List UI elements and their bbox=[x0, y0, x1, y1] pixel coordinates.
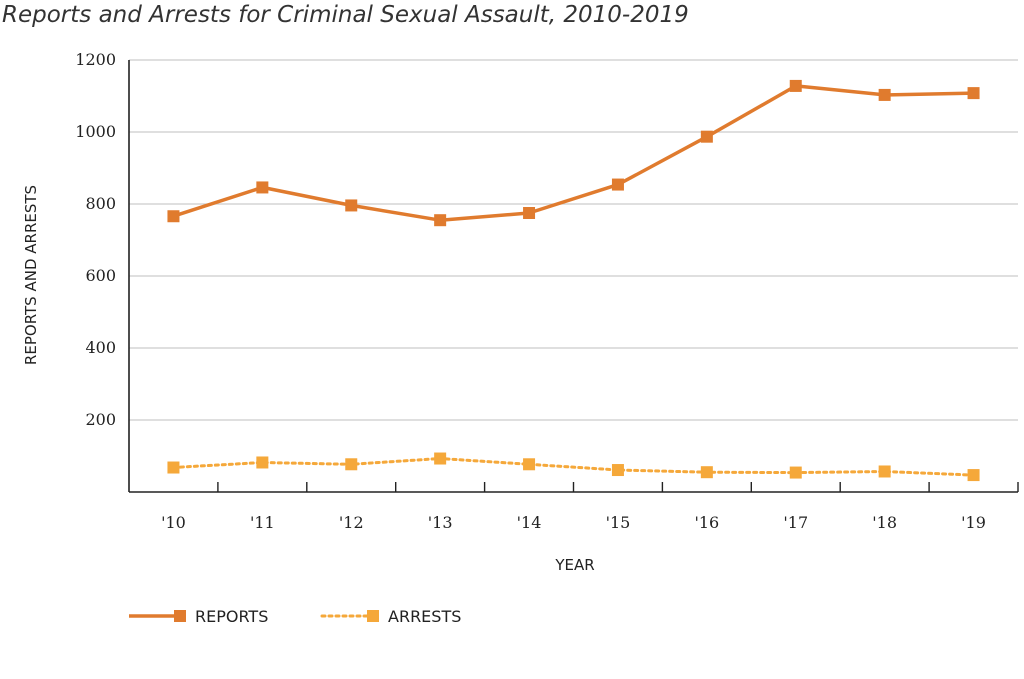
gridlines bbox=[129, 59, 1018, 421]
data-point-reports bbox=[967, 87, 980, 100]
y-tick-label: 1000 bbox=[75, 122, 116, 141]
x-axis-title: YEAR bbox=[554, 556, 594, 574]
data-point-reports bbox=[167, 210, 180, 223]
y-tick-label: 1200 bbox=[75, 50, 116, 69]
axes bbox=[128, 60, 1019, 493]
legend-item-reports: REPORTS bbox=[129, 607, 268, 626]
legend-item-arrests: ARRESTS bbox=[320, 607, 461, 626]
data-point-reports bbox=[700, 130, 713, 143]
x-tick-label: '16 bbox=[694, 513, 719, 532]
x-tick-labels: '10 '11 '12 '13 '14 '15 '16 '17 '18 '19 bbox=[161, 513, 986, 532]
x-tick-label: '11 bbox=[250, 513, 275, 532]
y-tick-label: 600 bbox=[85, 266, 116, 285]
data-point-arrests bbox=[789, 466, 802, 479]
x-tick-label: '10 bbox=[161, 513, 186, 532]
y-tick-label: 400 bbox=[85, 338, 116, 357]
data-point-arrests bbox=[523, 458, 536, 471]
data-point-arrests bbox=[256, 456, 269, 469]
data-point-reports bbox=[611, 178, 624, 191]
x-tick-label: '13 bbox=[428, 513, 453, 532]
data-point-arrests bbox=[345, 458, 358, 471]
data-point-reports bbox=[345, 199, 358, 212]
x-tick-label: '14 bbox=[517, 513, 542, 532]
legend-label-reports: REPORTS bbox=[195, 607, 268, 626]
legend: REPORTS ARRESTS bbox=[129, 607, 461, 626]
y-tick-label: 200 bbox=[85, 410, 116, 429]
data-point-arrests bbox=[700, 466, 713, 479]
x-tick-label: '15 bbox=[606, 513, 631, 532]
x-tick-label: '19 bbox=[961, 513, 986, 532]
x-tick-label: '12 bbox=[339, 513, 364, 532]
data-point-reports bbox=[789, 79, 802, 92]
data-point-arrests bbox=[167, 461, 180, 474]
legend-label-arrests: ARRESTS bbox=[388, 607, 461, 626]
y-tick-label: 800 bbox=[85, 194, 116, 213]
data-point-arrests bbox=[967, 469, 980, 482]
y-tick-labels: 200 400 600 800 1000 1200 bbox=[75, 50, 116, 429]
legend-marker-arrests bbox=[367, 610, 379, 622]
x-tick-label: '18 bbox=[872, 513, 897, 532]
data-point-reports bbox=[878, 88, 891, 101]
data-point-arrests bbox=[434, 452, 447, 465]
legend-marker-reports bbox=[174, 610, 186, 622]
data-point-arrests bbox=[611, 464, 624, 477]
series-line-reports bbox=[172, 84, 974, 222]
chart-title: Reports and Arrests for Criminal Sexual … bbox=[2, 2, 689, 28]
data-point-reports bbox=[256, 181, 269, 194]
y-axis-title: REPORTS AND ARRESTS bbox=[22, 185, 40, 365]
series-group bbox=[167, 79, 980, 482]
x-tick-label: '17 bbox=[783, 513, 808, 532]
series-line-arrests bbox=[171, 457, 976, 477]
data-point-reports bbox=[434, 214, 447, 227]
data-point-arrests bbox=[878, 465, 891, 478]
data-point-reports bbox=[523, 207, 536, 219]
